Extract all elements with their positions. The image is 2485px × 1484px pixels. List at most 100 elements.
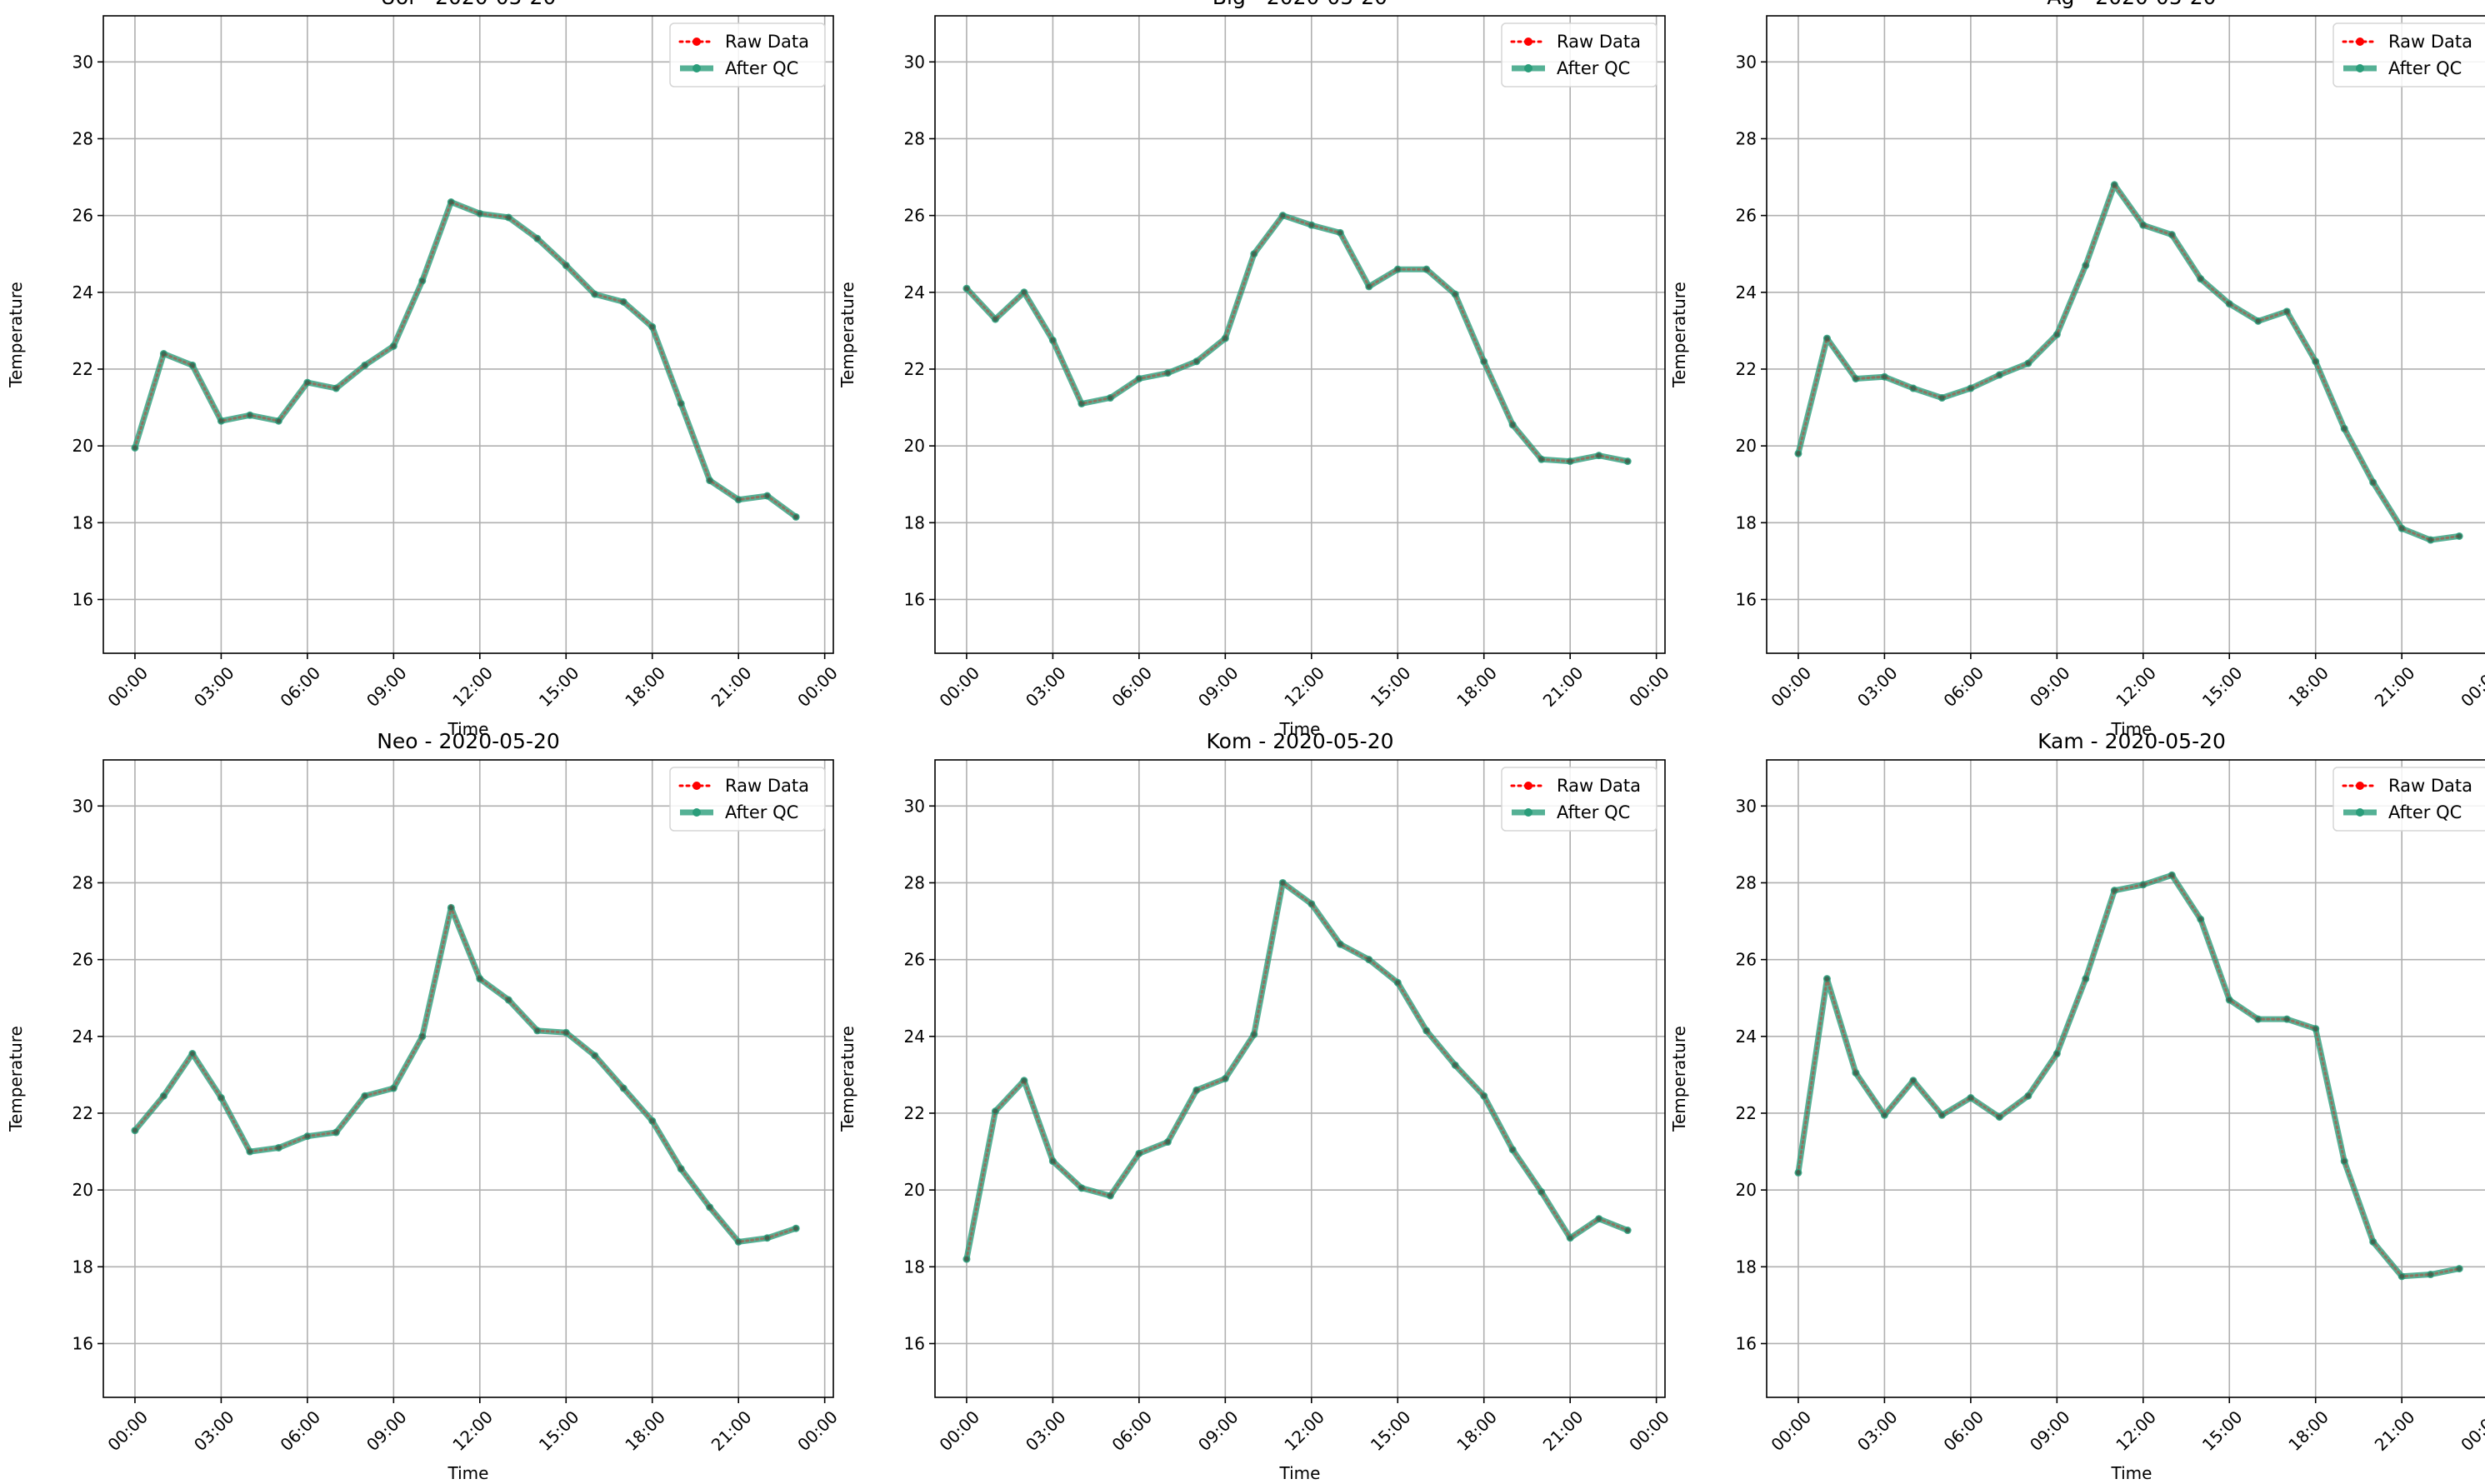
legend-dot-raw-data bbox=[2356, 782, 2364, 790]
point-raw-data bbox=[2082, 262, 2088, 268]
series-line-raw-data bbox=[133, 200, 798, 518]
point-raw-data bbox=[793, 1226, 799, 1232]
y-axis-label: Temperature bbox=[1669, 282, 1689, 388]
x-tick-label: 03:00 bbox=[1853, 1407, 1902, 1455]
y-tick-label: 16 bbox=[1736, 589, 1757, 609]
x-tick-label: 12:00 bbox=[2112, 1407, 2160, 1455]
y-tick-label: 18 bbox=[1736, 512, 1757, 532]
series-line-after-qc bbox=[1795, 872, 2462, 1280]
y-tick-label: 24 bbox=[72, 282, 93, 302]
legend-dot-after-qc bbox=[1524, 808, 1532, 817]
series-line-after-qc bbox=[963, 880, 1631, 1262]
point-raw-data bbox=[992, 317, 998, 322]
point-raw-data bbox=[2169, 232, 2175, 237]
point-raw-data bbox=[1852, 376, 1858, 382]
legend-dot-raw-data bbox=[1524, 37, 1532, 46]
point-raw-data bbox=[1538, 457, 1544, 462]
series-line-after-qc bbox=[963, 212, 1631, 465]
x-tick-label: 06:00 bbox=[1939, 1407, 1988, 1455]
point-raw-data bbox=[132, 445, 138, 451]
y-tick-label: 28 bbox=[1736, 128, 1757, 148]
point-raw-data bbox=[1625, 1227, 1631, 1233]
y-tick-label: 22 bbox=[72, 359, 93, 379]
point-raw-data bbox=[391, 1086, 397, 1092]
y-tick-label: 30 bbox=[72, 52, 93, 72]
point-raw-data bbox=[2255, 318, 2261, 324]
point-raw-data bbox=[1596, 452, 1602, 458]
y-tick-label: 24 bbox=[904, 282, 925, 302]
x-axis-label: Time bbox=[1279, 1463, 1321, 1483]
x-tick-label: 00:00 bbox=[1767, 1407, 1815, 1455]
point-raw-data bbox=[1510, 422, 1516, 427]
point-raw-data bbox=[2428, 1272, 2433, 1277]
y-tick-label: 24 bbox=[72, 1027, 93, 1047]
point-raw-data bbox=[992, 1108, 998, 1114]
point-raw-data bbox=[1824, 976, 1830, 982]
point-raw-data bbox=[649, 1118, 655, 1124]
point-raw-data bbox=[1939, 1112, 1945, 1118]
point-raw-data bbox=[2140, 222, 2146, 228]
point-raw-data bbox=[534, 236, 540, 242]
point-raw-data bbox=[304, 1133, 310, 1139]
point-raw-data bbox=[1222, 336, 1228, 342]
y-tick-label: 20 bbox=[904, 436, 925, 456]
subplot-3: 16 18 20 22 24 26 28 30 00:00 03:00 06:00 09:00 12:0… bbox=[1669, 0, 2485, 739]
point-raw-data bbox=[1108, 1193, 1113, 1199]
point-raw-data bbox=[963, 1257, 969, 1262]
point-raw-data bbox=[1423, 1027, 1429, 1033]
series-line-raw-data bbox=[965, 880, 1629, 1261]
legend-label-raw-data: Raw Data bbox=[2388, 32, 2472, 52]
x-tick-label: 00:00 bbox=[935, 662, 983, 711]
y-tick-label: 16 bbox=[904, 1333, 925, 1353]
y-tick-label: 24 bbox=[1736, 1027, 1757, 1047]
x-tick-label: 15:00 bbox=[1367, 662, 1415, 711]
point-raw-data bbox=[1395, 267, 1401, 272]
point-raw-data bbox=[477, 976, 482, 982]
point-raw-data bbox=[1968, 1095, 1973, 1101]
x-tick-label: 00:00 bbox=[2457, 1407, 2485, 1455]
x-tick-label: 06:00 bbox=[1108, 662, 1156, 711]
x-tick-label: 15:00 bbox=[1367, 1407, 1415, 1455]
x-axis-label: Time bbox=[1279, 719, 1321, 739]
point-raw-data bbox=[621, 1086, 627, 1092]
y-tick-label: 22 bbox=[904, 1103, 925, 1123]
point-raw-data bbox=[592, 1052, 598, 1058]
y-tick-label: 18 bbox=[904, 512, 925, 532]
series-line-after-qc bbox=[132, 904, 799, 1245]
legend-label-raw-data: Raw Data bbox=[2388, 776, 2472, 796]
point-raw-data bbox=[1882, 374, 1888, 380]
point-raw-data bbox=[1050, 1158, 1056, 1164]
series-line-raw-data bbox=[133, 903, 798, 1243]
point-raw-data bbox=[218, 418, 224, 424]
y-tick-label: 28 bbox=[904, 128, 925, 148]
point-raw-data bbox=[1910, 386, 1916, 392]
x-tick-label: 03:00 bbox=[190, 662, 238, 711]
x-tick-label: 03:00 bbox=[190, 1407, 238, 1455]
point-raw-data bbox=[1568, 458, 1573, 464]
point-raw-data bbox=[764, 493, 770, 499]
x-tick-label: 15:00 bbox=[2198, 1407, 2247, 1455]
point-raw-data bbox=[419, 1033, 425, 1039]
subplot-title: Uoi - 2020-05-20 bbox=[381, 0, 557, 9]
point-raw-data bbox=[132, 1127, 138, 1133]
point-raw-data bbox=[506, 214, 512, 220]
point-raw-data bbox=[1997, 372, 2002, 377]
point-raw-data bbox=[1452, 1062, 1458, 1068]
x-tick-label: 18:00 bbox=[621, 662, 669, 711]
point-raw-data bbox=[189, 362, 195, 368]
point-raw-data bbox=[1852, 1070, 1858, 1076]
legend-label-raw-data: Raw Data bbox=[725, 776, 809, 796]
y-tick-label: 22 bbox=[1736, 1103, 1757, 1123]
point-raw-data bbox=[362, 1093, 368, 1099]
point-raw-data bbox=[1222, 1076, 1228, 1082]
point-raw-data bbox=[2255, 1017, 2261, 1022]
point-raw-data bbox=[1795, 451, 1801, 457]
legend-dot-after-qc bbox=[692, 64, 701, 72]
legend-dot-raw-data bbox=[2356, 37, 2364, 46]
point-raw-data bbox=[1423, 267, 1429, 272]
y-axis-label: Temperature bbox=[1669, 1026, 1689, 1132]
series-line-after-qc bbox=[1795, 182, 2462, 543]
point-raw-data bbox=[2140, 882, 2146, 887]
point-raw-data bbox=[2112, 887, 2118, 893]
point-raw-data bbox=[1596, 1216, 1602, 1222]
